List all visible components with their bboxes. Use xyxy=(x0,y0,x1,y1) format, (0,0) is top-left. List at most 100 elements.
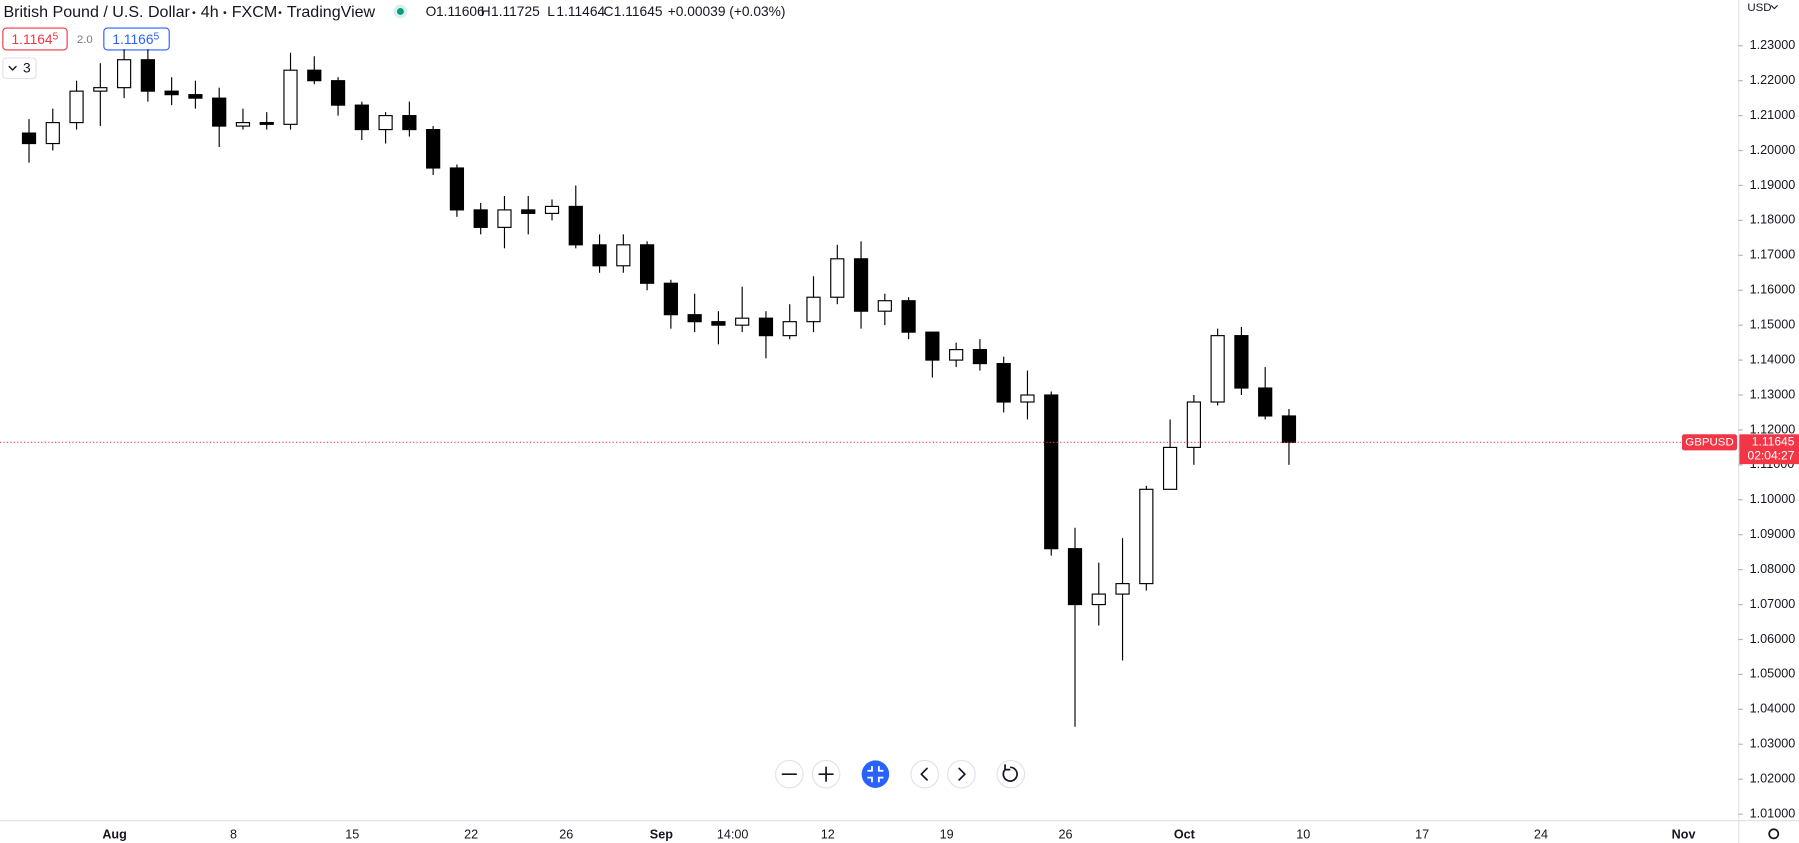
y-tick-label: 1.05000 xyxy=(1750,667,1796,681)
plot-area xyxy=(21,49,1297,727)
price-tag-label: 1.11645 xyxy=(1752,435,1795,449)
symbol-tag-label: GBPUSD xyxy=(1685,436,1733,448)
y-tick-label: 1.01000 xyxy=(1750,806,1796,820)
y-tick-label: 1.02000 xyxy=(1750,772,1796,786)
x-tick-label: Nov xyxy=(1672,827,1696,841)
candle-body xyxy=(996,363,1011,403)
candle-body xyxy=(283,69,298,125)
candle-body xyxy=(687,314,702,323)
separator xyxy=(278,11,282,14)
y-tick-label: 1.21000 xyxy=(1750,108,1796,122)
buy-button[interactable] xyxy=(103,27,170,51)
candle-body xyxy=(949,349,964,361)
x-tick-label: 24 xyxy=(1534,827,1548,841)
x-tick-label: 26 xyxy=(1058,827,1072,841)
buy-price-pip: 5 xyxy=(153,31,159,42)
candle-body xyxy=(497,209,512,228)
candle-body xyxy=(639,244,655,284)
y-tick-label: 1.06000 xyxy=(1750,632,1796,646)
candle-body xyxy=(140,59,155,92)
scroll-right-button[interactable] xyxy=(947,759,976,789)
candle-body xyxy=(21,132,37,145)
candle-body xyxy=(1186,401,1201,448)
candle-body xyxy=(212,97,227,127)
reset-icon xyxy=(1002,764,1018,782)
change: +0.00039 (+0.03%) xyxy=(668,4,786,19)
sell-price-pip: 5 xyxy=(53,31,59,42)
y-tick-label: 1.08000 xyxy=(1750,562,1796,576)
candle-body xyxy=(402,115,417,131)
buy-price-main: 1.1166 xyxy=(112,32,153,47)
candle-body xyxy=(426,129,441,169)
sell-button[interactable] xyxy=(2,27,68,51)
candle-body xyxy=(830,258,845,298)
x-tick-label: Sep xyxy=(650,827,673,841)
symbol-title[interactable]: British Pound / U.S. Dollar xyxy=(3,3,190,21)
x-tick-label: 12 xyxy=(821,827,835,841)
y-tick-label: 1.22000 xyxy=(1750,73,1796,87)
candle-body xyxy=(188,94,203,99)
candle-body xyxy=(45,122,60,145)
interval[interactable]: 4h xyxy=(201,3,219,21)
reset-button[interactable] xyxy=(996,759,1026,789)
settings-icon[interactable] xyxy=(1768,828,1780,840)
source: TradingView xyxy=(287,3,376,21)
candle-body xyxy=(235,122,251,127)
candle-body xyxy=(1258,387,1273,417)
candle-body xyxy=(473,209,488,228)
ohlc-value: 1.11725 xyxy=(491,4,540,19)
y-tick-label: 1.09000 xyxy=(1750,527,1796,541)
fit-icon xyxy=(867,766,884,783)
candle-body xyxy=(164,90,179,96)
y-tick-label: 1.04000 xyxy=(1750,702,1796,716)
candle-body xyxy=(972,349,988,365)
x-tick-label: Oct xyxy=(1174,827,1196,841)
symbol-tag xyxy=(1681,434,1738,451)
candle-body xyxy=(1115,583,1130,595)
candle-body xyxy=(925,331,940,361)
candle-body xyxy=(378,115,393,131)
exchange: FXCM xyxy=(232,3,277,21)
candle-body xyxy=(853,258,869,312)
x-tick-label: 8 xyxy=(230,827,237,841)
y-tick-label: 1.07000 xyxy=(1750,597,1796,611)
left-icon xyxy=(920,767,928,781)
candle-body xyxy=(544,205,560,214)
candle-body xyxy=(1210,335,1225,403)
spread: 2.0 xyxy=(77,34,93,46)
candle-body xyxy=(782,321,797,337)
y-tick-label: 1.03000 xyxy=(1750,737,1796,751)
y-tick-label: 1.13000 xyxy=(1750,387,1796,401)
candle-body xyxy=(711,321,726,326)
candle-body xyxy=(901,300,916,333)
ohlc-label: L xyxy=(547,4,555,19)
x-tick-label: 14:00 xyxy=(717,827,749,841)
ohlc-value: 1.11464 xyxy=(556,4,605,19)
candle-body xyxy=(1281,415,1297,443)
right-icon xyxy=(958,767,966,781)
candle-body xyxy=(1020,394,1035,403)
navigation xyxy=(775,759,1026,789)
y-tick-label: 1.15000 xyxy=(1750,317,1796,331)
currency[interactable]: USD xyxy=(1747,2,1771,14)
y-tick-label: 1.19000 xyxy=(1750,178,1796,192)
candle-body xyxy=(1139,488,1154,585)
ohlc-label: C xyxy=(603,4,613,19)
candle-body xyxy=(1234,335,1249,389)
y-tick-label: 1.16000 xyxy=(1750,283,1796,297)
fit-button[interactable] xyxy=(861,760,890,788)
y-tick-label: 1.14000 xyxy=(1750,352,1796,366)
plus-icon xyxy=(818,766,834,782)
chevron-icon xyxy=(1770,5,1778,10)
x-tick-label: 17 xyxy=(1415,827,1429,841)
scroll-left-button[interactable] xyxy=(910,759,940,789)
candle-body xyxy=(735,317,750,326)
candle-body xyxy=(1162,446,1178,490)
y-tick-label: 1.10000 xyxy=(1750,492,1796,506)
indicators-toggle[interactable] xyxy=(2,57,37,80)
candle-body xyxy=(69,90,84,124)
y-tick-label: 1.20000 xyxy=(1750,143,1796,157)
candle-body xyxy=(449,167,465,211)
